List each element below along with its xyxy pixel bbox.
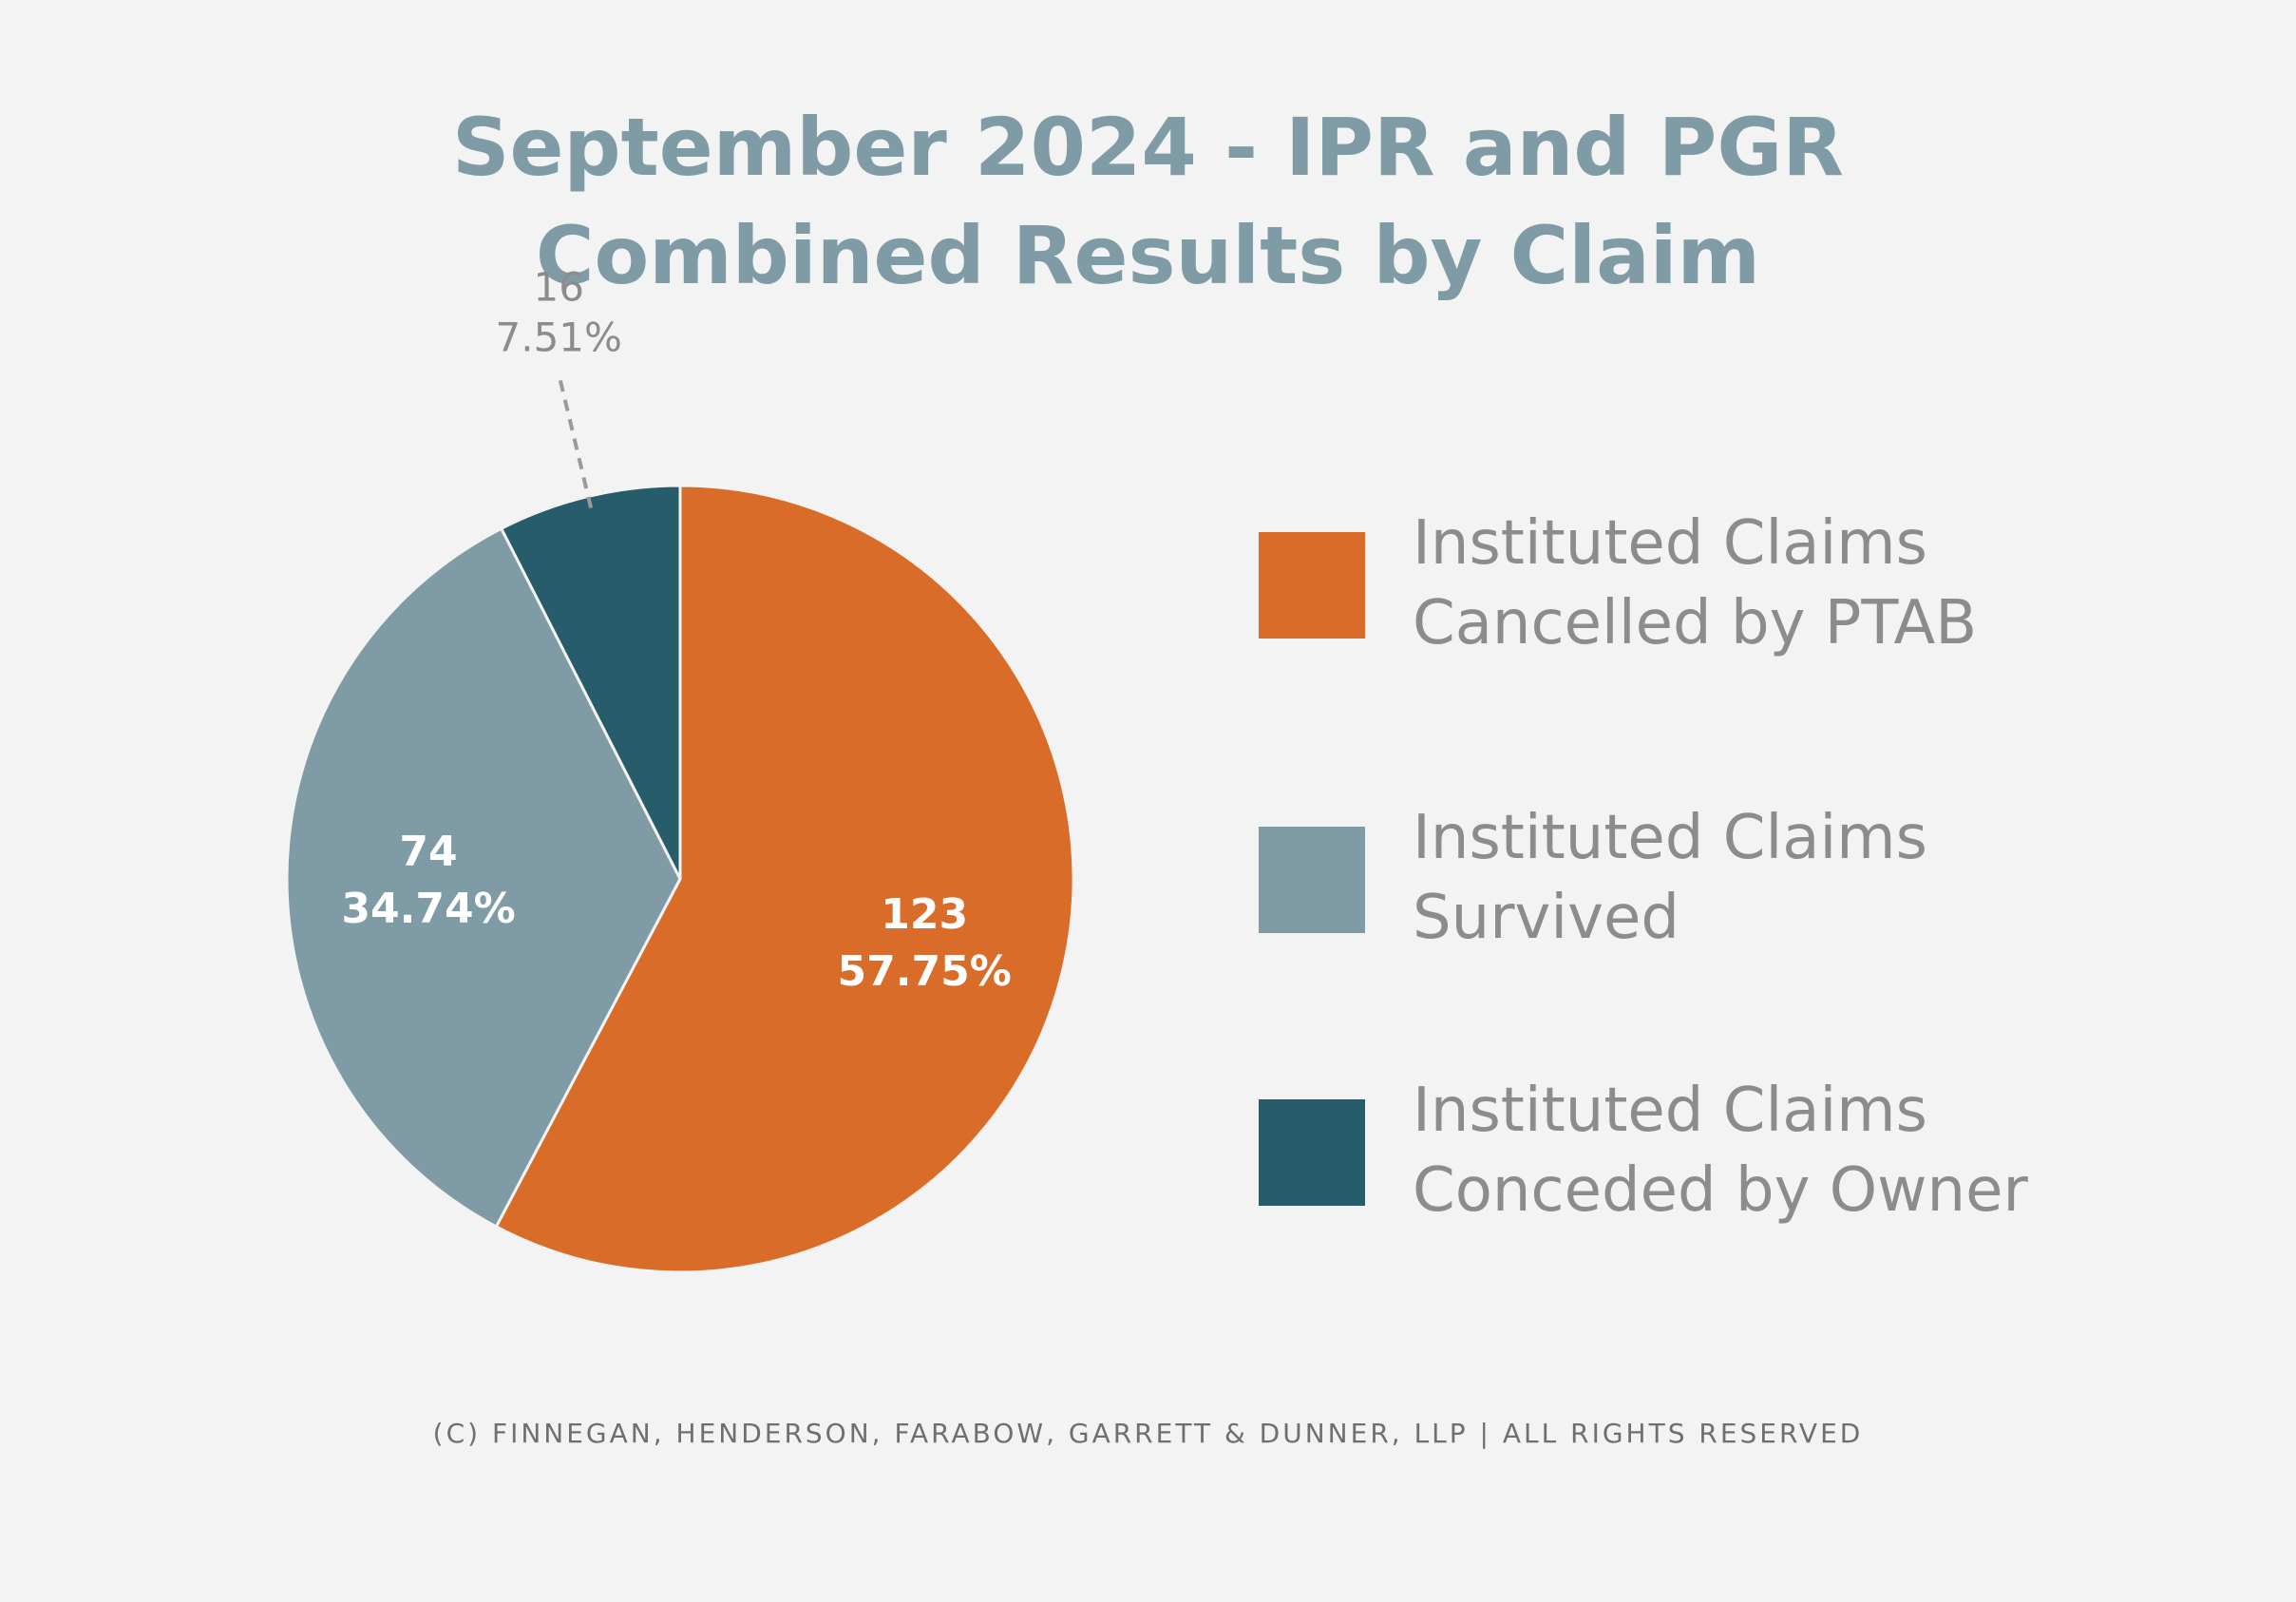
data-label-cancelled-value: 123 [881,890,968,939]
data-label-survived-percent: 34.74% [341,885,515,933]
data-label-conceded-value: 16 [534,264,584,311]
legend-label-survived-line-1: Instituted Claims [1413,803,1927,873]
pie-slice-cancelled [494,484,1075,1274]
pie-slice-conceded [499,484,682,880]
data-label-cancelled: 123 57.75% [838,890,1012,996]
legend-label-conceded-line-2: Conceded by Owner [1413,1155,2028,1226]
legend-item-cancelled: Instituted Claims Cancelled by PTAB [1259,504,2209,665]
data-label-survived: 74 34.74% [341,828,515,933]
data-label-conceded: 167.51% [496,264,622,361]
legend-item-conceded: Instituted Claims Conceded by Owner [1259,1071,2209,1232]
legend-swatch-survived [1259,827,1365,933]
legend-label-conceded: Instituted Claims Conceded by Owner [1413,1071,2211,1230]
chart-title-line-2: Combined Results by Claim [535,209,1761,302]
legend-item-survived: Instituted Claims Survived [1259,798,2209,960]
copyright-footer: (c) Finnegan, Henderson, Farabow, Garret… [432,1418,1864,1449]
pie-slice-survived [285,526,682,1229]
legend-label-cancelled-line-1: Instituted Claims [1413,508,1927,579]
data-label-conceded-percent: 7.51% [496,315,622,361]
legend-label-survived: Instituted Claims Survived [1413,798,2211,958]
legend-label-survived-line-2: Survived [1413,883,1680,953]
chart-title: September 2024 - IPR and PGR Combined Re… [0,93,2296,310]
chart-title-line-1: September 2024 - IPR and PGR [452,101,1844,194]
legend-label-conceded-line-1: Instituted Claims [1413,1076,1927,1146]
legend-label-cancelled-line-2: Cancelled by PTAB [1413,588,1978,658]
legend-swatch-cancelled [1259,532,1365,639]
legend-label-cancelled: Instituted Claims Cancelled by PTAB [1413,504,2211,663]
data-label-cancelled-percent: 57.75% [838,947,1012,996]
leader-line-conceded [557,373,594,509]
legend-swatch-conceded [1259,1099,1365,1206]
data-label-survived-value: 74 [399,828,457,876]
